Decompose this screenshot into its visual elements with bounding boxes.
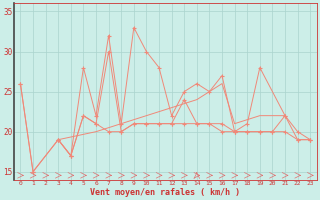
X-axis label: Vent moyen/en rafales ( km/h ): Vent moyen/en rafales ( km/h ) [90,188,240,197]
